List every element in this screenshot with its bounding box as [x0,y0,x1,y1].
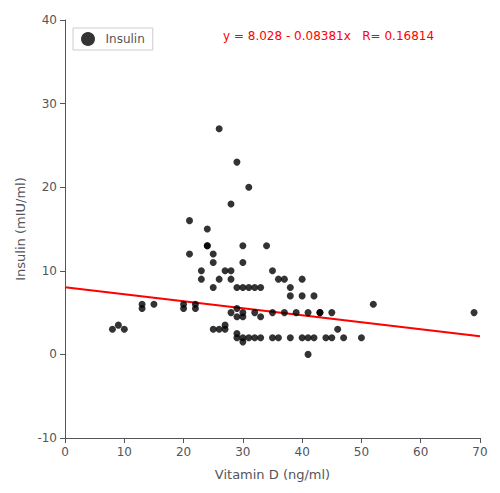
svg-text:20: 20 [176,445,191,459]
svg-text:Insulin: Insulin [106,32,145,46]
svg-text:10: 10 [42,264,57,278]
svg-text:70: 70 [472,445,487,459]
svg-text:20: 20 [42,180,57,194]
svg-text:30: 30 [235,445,250,459]
svg-text:30: 30 [42,97,57,111]
svg-text:40: 40 [295,445,310,459]
svg-text:60: 60 [413,445,428,459]
svg-text:10: 10 [117,445,132,459]
svg-text:0: 0 [61,445,69,459]
svg-text:0: 0 [49,347,57,361]
svg-text:-10: -10 [37,431,57,445]
svg-text:Insulin (mIU/ml): Insulin (mIU/ml) [13,177,28,281]
svg-text:40: 40 [42,13,57,27]
svg-text:y = 8.028 - 0.08381x R= 0.16: y = 8.028 - 0.08381x R= 0.16814 [223,29,434,43]
svg-text:Vitamin D (ng/ml): Vitamin D (ng/ml) [215,467,330,482]
svg-text:50: 50 [354,445,369,459]
